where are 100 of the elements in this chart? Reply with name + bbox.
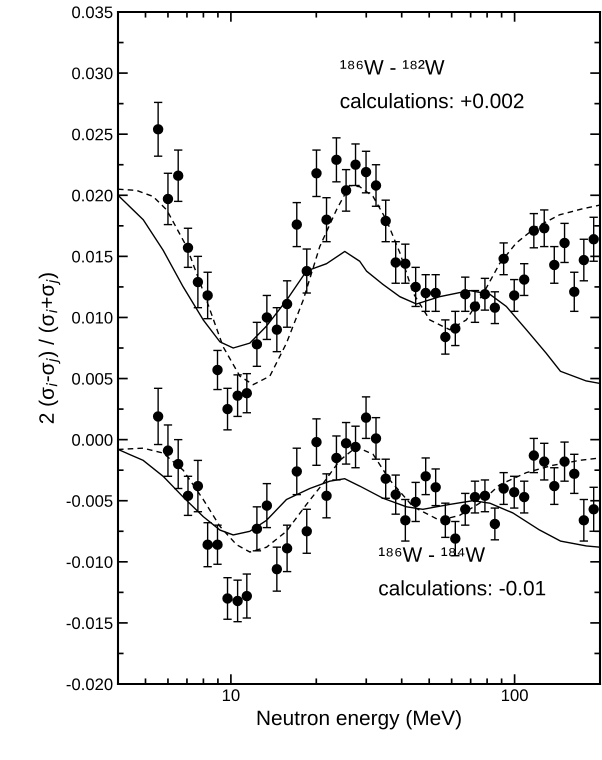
point [380,474,391,484]
point [152,124,164,135]
point [172,170,184,181]
point [162,194,174,204]
point [569,286,580,298]
point [440,515,451,526]
y-tick-label: 0.035 [72,6,112,18]
point [559,456,570,467]
point [559,238,570,248]
point [569,468,580,480]
y-tick-label: 0.020 [72,190,112,202]
point [370,433,382,444]
point [430,482,441,492]
x-tick-label: 10 [222,689,240,702]
point [588,504,599,514]
point [450,533,461,544]
y-tick-label: 0.030 [72,67,112,80]
point [460,504,470,514]
annotation: calculations: +0.002 [340,93,524,108]
point [490,518,500,530]
point [380,216,391,226]
point [400,258,411,269]
point [292,219,302,230]
point [400,515,411,526]
point [282,543,292,554]
point [498,483,509,494]
point [202,290,213,301]
point [222,593,233,604]
y-tick-label: 0.000 [72,434,112,446]
x-axis-title: Neutron energy (MeV) [258,710,461,730]
y-tick-label: -0.020 [66,678,112,690]
point [162,445,174,456]
point [152,411,164,422]
y-tick-label: 0.025 [72,128,112,140]
point [302,526,312,536]
point [410,282,421,292]
point [528,450,540,461]
point [252,339,262,350]
point [350,160,361,170]
point [282,298,292,310]
y-tick-label: -0.005 [66,495,112,507]
point [578,515,590,526]
point [588,234,599,244]
point [272,324,282,335]
point [252,524,262,534]
point [242,388,252,398]
point [172,458,184,470]
annotation: ¹⁸⁶W - ¹⁸²W [340,60,444,75]
point [440,332,451,342]
point [222,404,233,414]
text: 2 (σ$_{i}$-σ$_{j}$) / (σ$_{i}$+σ$_{j}$) [38,273,60,424]
point [292,466,302,477]
point [460,289,470,300]
annotation: ¹⁸⁶W - ¹⁸⁴W [379,547,486,562]
point [539,223,550,234]
point [549,480,560,492]
point [390,257,401,268]
point [262,500,272,511]
point [420,288,431,298]
y-tick-label: 0.010 [72,312,112,324]
point [578,254,590,266]
point [360,412,372,423]
point [232,390,243,401]
point [202,540,213,550]
point [212,364,223,376]
point [340,438,352,449]
point [182,490,194,502]
point [350,442,361,452]
point [518,492,530,502]
point [450,323,461,334]
point [430,288,441,298]
point [232,596,243,606]
point [549,260,560,270]
point [331,154,342,166]
point [528,225,540,236]
point [470,301,480,312]
point [192,276,204,288]
y-tick-label: -0.015 [66,617,112,630]
point [311,436,322,448]
point [420,471,431,482]
point [331,452,342,464]
point [470,492,480,502]
point [212,540,223,550]
point [490,302,500,313]
point [272,564,282,574]
y-tick-label: -0.010 [66,556,112,568]
point [480,490,490,502]
x-tick-label: 100 [502,689,528,702]
point [321,490,332,502]
point [340,185,352,196]
point [182,242,194,254]
point [242,590,252,602]
point [498,254,509,264]
annotation: calculations: -0.01 [379,580,546,596]
point [311,168,322,178]
point [390,489,401,500]
point [370,180,382,191]
point [192,480,204,492]
y-tick-label: 0.015 [72,250,112,263]
point [410,496,421,508]
